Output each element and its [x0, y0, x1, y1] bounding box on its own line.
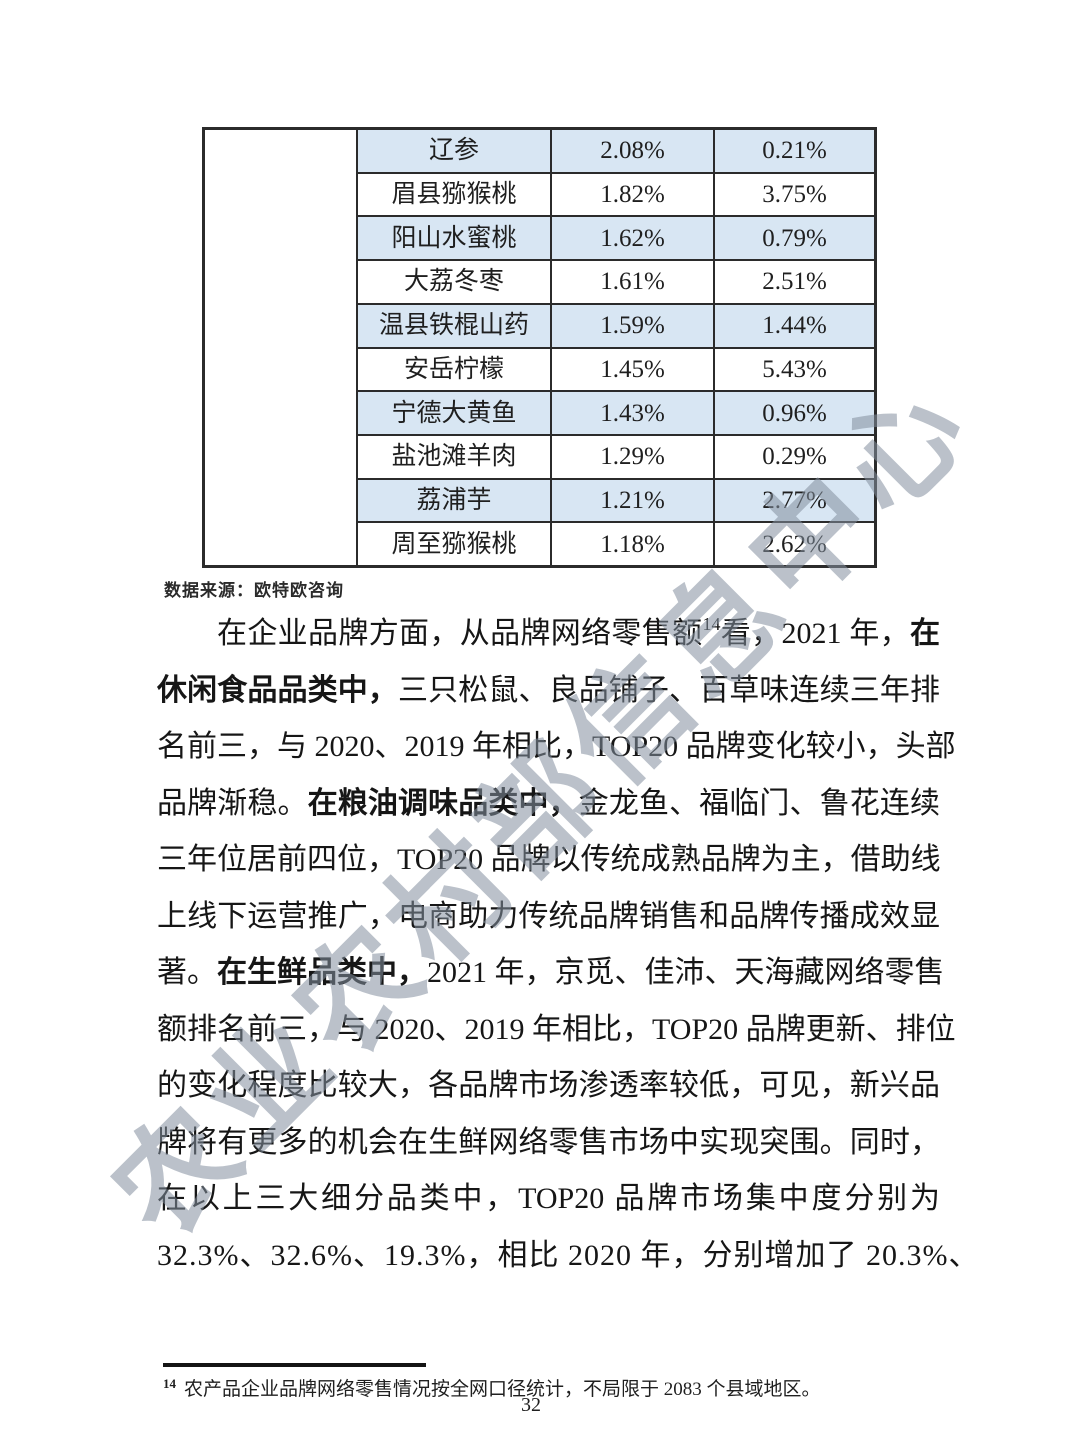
table-cell-share-1: 1.43% — [552, 392, 715, 434]
table-cell-share-2: 0.96% — [762, 399, 827, 427]
table-cell-share-1: 2.08% — [552, 130, 715, 172]
body-text-line: 名前三，与 2020、2019 年相比，TOP20 品牌变化较小，头部 — [157, 719, 956, 776]
table-row: 周至猕猴桃 1.18% 2.62% — [358, 521, 874, 566]
table-cell-product-name: 荔浦芋 — [358, 479, 552, 522]
table-cell-share-1: 1.29% — [552, 435, 715, 478]
table-merged-empty-cell — [205, 130, 358, 565]
table-row: 阳山水蜜桃 1.62% 0.79% — [358, 215, 874, 260]
body-text-segment: 金龙鱼、福临门、鲁花连续 — [578, 786, 941, 820]
table-cell-product-name: 大荔冬枣 — [358, 261, 552, 303]
table-row: 宁德大黄鱼 1.43% 0.96% — [358, 390, 874, 434]
footnote-marker: 14 — [163, 1376, 176, 1391]
table-row: 安岳柠檬 1.45% 5.43% — [358, 346, 874, 391]
body-text-segment: 三年位居前四位，TOP20 品牌以传统成熟品牌为主，借助线 — [157, 843, 941, 876]
table-cell-share-1: 1.59% — [552, 304, 715, 347]
table-cell-share-2: 1.44% — [762, 312, 827, 340]
body-text-segment: 牌将有更多的机会在生鲜网络零售市场中实现突围。同时， — [157, 1125, 940, 1159]
body-text-segment: 品牌渐稳。 — [157, 786, 308, 820]
table-cell-product-name: 眉县猕猴桃 — [358, 173, 552, 216]
body-text-line: 著。在生鲜品类中，2021 年，京觅、佳沛、天海藏网络零售 — [157, 945, 945, 1002]
body-paragraph: 在企业品牌方面，从品牌网络零售额14看，2021 年，在 休闲食品品类中，三只松鼠… — [157, 606, 978, 1285]
table-cell-share-2: 5.43% — [762, 355, 827, 383]
body-text-segment: 在 — [910, 617, 941, 650]
brand-share-table: 辽参 2.08% 0.21% 眉县猕猴桃 1.82% 3.75% 阳山水蜜桃 1.62% 0.7… — [202, 127, 877, 568]
body-text-segment: 名前三，与 2020、2019 年相比，TOP20 品牌变化较小，头部 — [157, 730, 956, 763]
table-cell-product-name: 温县铁棍山药 — [358, 304, 552, 347]
body-text-segment: 在企业品牌方面，从品牌网络零售额 — [217, 617, 703, 650]
body-text-line: 在以上三大细分品类中，TOP20 品牌市场集中度分别为 — [157, 1171, 940, 1228]
table-row: 眉县猕猴桃 1.82% 3.75% — [358, 171, 874, 216]
table-cell-share-1: 1.45% — [552, 348, 715, 391]
table-cell-product-name: 辽参 — [358, 130, 552, 172]
body-text-segment: 看，2021 年， — [720, 617, 911, 650]
table-row: 温县铁棍山药 1.59% 1.44% — [358, 302, 874, 347]
body-text-line: 的变化程度比较大，各品牌市场渗透率较低，可见，新兴品 — [157, 1058, 940, 1115]
table-row: 荔浦芋 1.21% 2.77% — [358, 477, 874, 522]
table-cell-share-2: 2.51% — [762, 268, 827, 296]
table-cell-product-name: 阳山水蜜桃 — [358, 217, 552, 260]
body-text-segment: 上线下运营推广，电商助力传统品牌销售和品牌传播成效显 — [157, 899, 940, 933]
table-cell-share-2: 3.75% — [762, 181, 827, 209]
table-rows: 辽参 2.08% 0.21% 眉县猕猴桃 1.82% 3.75% 阳山水蜜桃 1.62% 0.7… — [358, 130, 874, 566]
table-cell-product-name: 宁德大黄鱼 — [358, 392, 552, 434]
body-text-segment: 三只松鼠、良品铺子、百草味连续三年排 — [397, 673, 941, 707]
table-row: 大荔冬枣 1.61% 2.51% — [358, 259, 874, 303]
body-text-line: 牌将有更多的机会在生鲜网络零售市场中实现突围。同时， — [157, 1115, 940, 1172]
table-row: 辽参 2.08% 0.21% — [358, 130, 874, 172]
table-cell-product-name: 周至猕猴桃 — [358, 523, 552, 566]
table-cell-share-1: 1.82% — [552, 173, 715, 216]
body-text-segment: 休闲食品品类中， — [157, 673, 398, 707]
body-text-line: 休闲食品品类中，三只松鼠、良品铺子、百草味连续三年排 — [157, 663, 940, 720]
table-cell-share-2: 0.79% — [762, 224, 827, 252]
body-text-segment: 在粮油调味品类中， — [307, 786, 579, 820]
body-text-segment: 额排名前三，与 2020、2019 年相比，TOP20 品牌更新、排位 — [157, 1012, 956, 1046]
table-cell-share-2: 0.21% — [762, 137, 827, 165]
table-cell-share-1: 1.62% — [552, 217, 715, 260]
body-text-line: 品牌渐稳。在粮油调味品类中，金龙鱼、福临门、鲁花连续 — [157, 776, 940, 833]
table-cell-share-1: 1.61% — [552, 261, 715, 303]
body-text-segment: 在生鲜品类中， — [217, 956, 427, 989]
table-cell-product-name: 盐池滩羊肉 — [358, 435, 552, 478]
body-text-segment: 著。 — [157, 956, 217, 989]
page-number: 32 — [521, 1394, 541, 1416]
body-text-line: 32.3%、32.6%、19.3%，相比 2020 年，分别增加了 20.3%、 — [157, 1228, 978, 1285]
table-cell-share-2: 2.62% — [762, 530, 827, 558]
table-cell-share-1: 1.18% — [552, 523, 715, 566]
body-text-segment: 在以上三大细分品类中，TOP20 品牌市场集中度分别为 — [157, 1182, 940, 1215]
table-row: 盐池滩羊肉 1.29% 0.29% — [358, 433, 874, 478]
body-text-segment: 2021 年，京觅、佳沛、天海藏网络零售 — [427, 956, 945, 989]
table-cell-share-2: 2.77% — [762, 486, 827, 514]
data-source-note: 数据来源：欧特欧咨询 — [164, 581, 344, 600]
body-text-line: 三年位居前四位，TOP20 品牌以传统成熟品牌为主，借助线 — [157, 832, 941, 889]
body-text-line: 在企业品牌方面，从品牌网络零售额14看，2021 年，在 — [157, 606, 940, 663]
body-text-line: 上线下运营推广，电商助力传统品牌销售和品牌传播成效显 — [157, 889, 940, 946]
body-text-segment: 32.3%、32.6%、19.3%，相比 2020 年，分别增加了 20.3%、 — [157, 1238, 980, 1272]
body-text-segment: 的变化程度比较大，各品牌市场渗透率较低，可见，新兴品 — [157, 1069, 940, 1102]
footnote-text: 农产品企业品牌网络零售情况按全网口径统计，不局限于 2083 个县域地区。 — [184, 1379, 821, 1400]
footnote-reference-superscript: 14 — [702, 614, 721, 634]
body-text-line: 额排名前三，与 2020、2019 年相比，TOP20 品牌更新、排位 — [157, 1002, 956, 1059]
table-cell-share-2: 0.29% — [762, 443, 827, 471]
footnote-separator — [163, 1363, 426, 1367]
table-cell-product-name: 安岳柠檬 — [358, 348, 552, 391]
footnote: 14 农产品企业品牌网络零售情况按全网口径统计，不局限于 2083 个县域地区。 — [163, 1374, 963, 1401]
table-cell-share-1: 1.21% — [552, 479, 715, 522]
